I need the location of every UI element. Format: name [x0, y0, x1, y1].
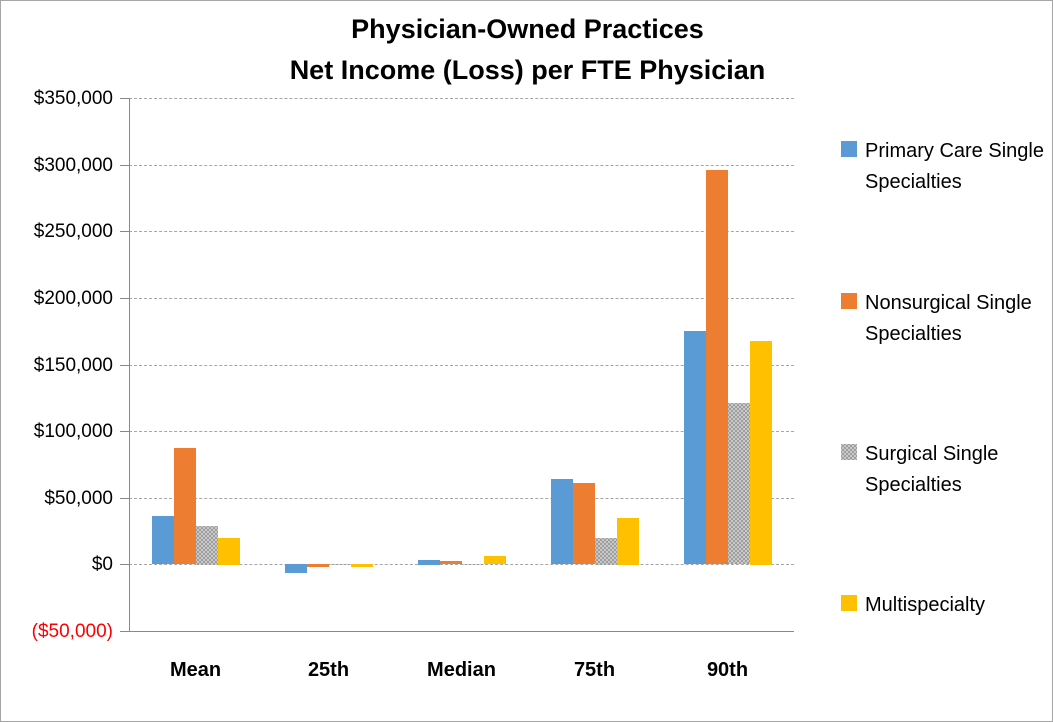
legend-swatch-primary-care-single-specialties [841, 141, 857, 157]
y-axis-tick [120, 298, 129, 299]
legend-label-primary-care-single-specialties: Primary Care Single Specialties [865, 140, 1044, 193]
bar-nonsurgical-single-specialties-median [440, 561, 462, 564]
y-axis-tick [120, 431, 129, 432]
bar-nonsurgical-single-specialties-75th [573, 483, 595, 564]
y-axis-tick-label: $0 [91, 554, 113, 575]
y-axis-tick-label: $150,000 [33, 355, 113, 376]
y-axis-tick-label: $300,000 [33, 155, 113, 176]
gridline-200-000 [129, 298, 794, 299]
y-axis-tick [120, 365, 129, 366]
bar-primary-care-single-specialties-mean [152, 516, 174, 564]
legend-item-primary-care-single-specialties: Primary Care Single Specialties [841, 136, 1045, 198]
legend-swatch-multispecialty [841, 595, 857, 611]
bar-multispecialty-mean [218, 538, 240, 565]
gridline-150-000 [129, 365, 794, 366]
bar-primary-care-single-specialties-75th [551, 479, 573, 564]
bar-multispecialty-median [484, 556, 506, 564]
legend-label-multispecialty: Multispecialty [865, 594, 986, 616]
bar-primary-care-single-specialties-90th [684, 331, 706, 564]
legend-item-surgical-single-specialties: Surgical Single Specialties [841, 439, 1045, 501]
bar-surgical-single-specialties-median [462, 564, 484, 565]
x-axis-category-label-90th: 90th [706, 659, 749, 681]
chart-title: Physician-Owned Practices Net Income (Lo… [1, 9, 1052, 91]
x-axis-category-label-75th: 75th [573, 659, 616, 681]
bar-surgical-single-specialties-90th [728, 403, 750, 564]
chart-legend: Primary Care Single Specialties Nonsurgic… [841, 1, 1046, 721]
y-axis-tick-label: $100,000 [33, 421, 113, 442]
bar-nonsurgical-single-specialties-25th [307, 564, 329, 567]
y-axis-tick [120, 564, 129, 565]
legend-label-surgical-single-specialties: Surgical Single Specialties [865, 443, 999, 496]
x-axis-category-label-median: Median [427, 659, 496, 681]
y-axis-tick-label: $250,000 [33, 221, 113, 242]
gridline-50-000 [129, 498, 794, 499]
bar-multispecialty-25th [351, 564, 373, 567]
gridline-100-000 [129, 431, 794, 432]
gridline-250-000 [129, 231, 794, 232]
y-axis-tick [120, 165, 129, 166]
bar-multispecialty-75th [617, 518, 639, 565]
bar-primary-care-single-specialties-median [418, 560, 440, 565]
y-axis-tick-label: $200,000 [33, 288, 113, 309]
chart-title-line-1: Physician-Owned Practices [351, 14, 704, 44]
gridline-350-000 [129, 98, 794, 99]
x-axis-line [120, 631, 794, 632]
y-axis-tick [120, 498, 129, 499]
bar-nonsurgical-single-specialties-90th [706, 170, 728, 564]
bar-surgical-single-specialties-75th [595, 538, 617, 565]
gridline-0 [129, 564, 794, 565]
bar-primary-care-single-specialties-25th [285, 564, 307, 573]
gridline-300-000 [129, 165, 794, 166]
y-axis-tick-label: $350,000 [33, 88, 113, 109]
bar-surgical-single-specialties-25th [329, 564, 351, 565]
x-axis-category-label-25th: 25th [307, 659, 350, 681]
bar-multispecialty-90th [750, 341, 772, 565]
y-axis-tick-label: ($50,000) [31, 621, 113, 642]
y-axis-line [129, 98, 130, 631]
legend-swatch-surgical-single-specialties [841, 444, 857, 460]
x-axis-category-label-mean: Mean [169, 659, 222, 681]
legend-item-multispecialty: Multispecialty [841, 590, 1045, 621]
chart-title-line-2: Net Income (Loss) per FTE Physician [289, 55, 766, 85]
y-axis-tick [120, 231, 129, 232]
bar-surgical-single-specialties-mean [196, 526, 218, 565]
y-axis-tick [120, 98, 129, 99]
legend-label-nonsurgical-single-specialties: Nonsurgical Single Specialties [865, 292, 1032, 345]
legend-swatch-nonsurgical-single-specialties [841, 293, 857, 309]
y-axis-tick-label: $50,000 [44, 488, 113, 509]
legend-item-nonsurgical-single-specialties: Nonsurgical Single Specialties [841, 288, 1045, 350]
bar-nonsurgical-single-specialties-mean [174, 448, 196, 564]
